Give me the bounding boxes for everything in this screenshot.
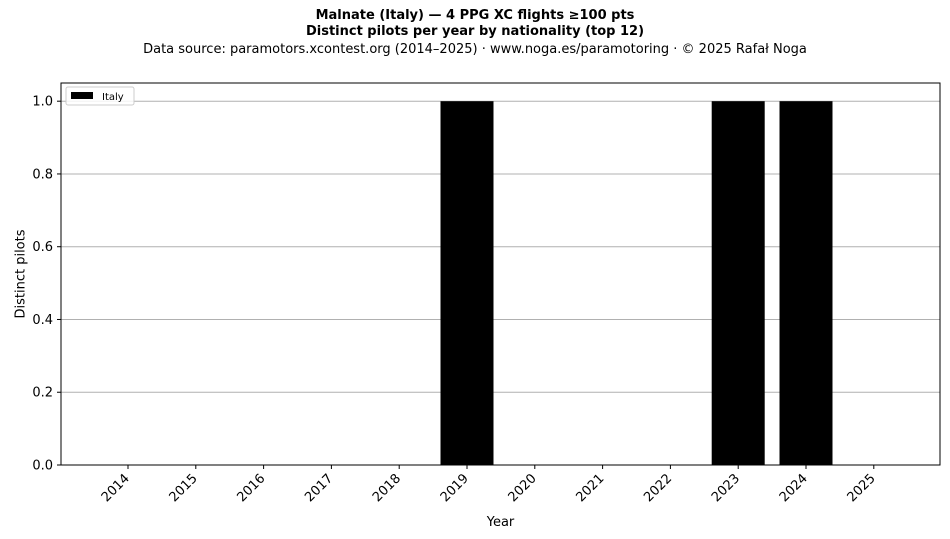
- x-tick-label: 2021: [573, 471, 607, 505]
- plot-frame: [60, 82, 941, 466]
- bar-italy-2023: [711, 101, 765, 465]
- chart-title-block: Malnate (Italy) — 4 PPG XC flights ≥100 …: [0, 8, 950, 58]
- y-tick-label: 0.6: [32, 240, 53, 255]
- chart-title-line-1: Malnate (Italy) — 4 PPG XC flights ≥100 …: [315, 8, 635, 23]
- x-tick-label: 2024: [777, 471, 811, 505]
- x-axis-label: Year: [486, 515, 515, 530]
- y-tick-label: 0.8: [32, 167, 53, 182]
- x-tick-label: 2018: [370, 471, 404, 505]
- legend-swatch-italy: [71, 92, 93, 99]
- x-tick-label: 2023: [709, 471, 743, 505]
- y-tick-label: 0.4: [32, 313, 53, 328]
- legend-label-italy: Italy: [102, 92, 124, 103]
- y-tick-label: 0.2: [32, 386, 53, 401]
- x-tick-label: 2025: [845, 471, 879, 505]
- chart-title-line-2: Distinct pilots per year by nationality …: [305, 24, 645, 39]
- y-axis-label: Distinct pilots: [14, 229, 29, 318]
- bar-layer: [440, 101, 833, 465]
- legend: Italy: [65, 86, 135, 106]
- x-tick-label: 2022: [641, 471, 675, 505]
- x-tick-label: 2014: [99, 471, 133, 505]
- y-tick-label: 0.0: [32, 459, 53, 474]
- bar-italy-2024: [779, 101, 833, 465]
- chart-subtitle: Data source: paramotors.xcontest.org (20…: [143, 42, 807, 57]
- bar-italy-2019: [440, 101, 494, 465]
- x-tick-label: 2017: [302, 471, 336, 505]
- y-tick-label: 1.0: [32, 95, 53, 110]
- x-tick-label: 2020: [506, 471, 540, 505]
- x-tick-label: 2015: [167, 471, 201, 505]
- x-tick-label: 2016: [234, 471, 268, 505]
- legend-box: [65, 86, 135, 106]
- x-tick-label: 2019: [438, 471, 472, 505]
